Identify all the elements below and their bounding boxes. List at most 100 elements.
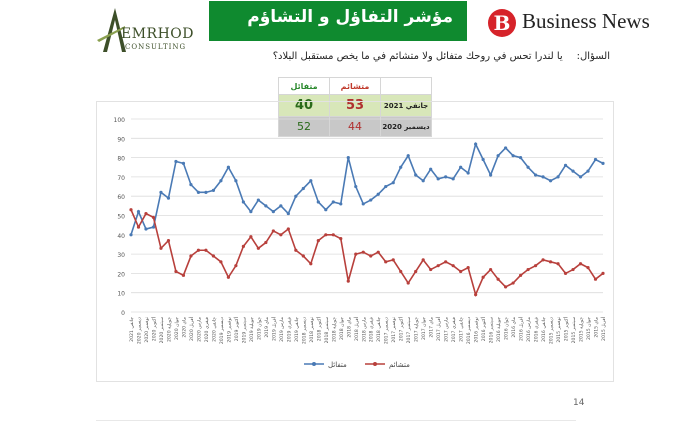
x-tick-label: سبتمبر 2018 (324, 317, 330, 344)
x-tick-label: مارس 2018 (361, 316, 367, 341)
data-point-pessimist (526, 267, 530, 272)
chart-frame: 0 10 20 30 40 50 60 70 80 90 100 جانفي 2021 ديسمبر 2… (96, 101, 614, 382)
y-tick-label: 80 (117, 156, 125, 163)
series-line-pessimist (130, 209, 604, 298)
x-tick-label: نوفمبر 2020 (144, 317, 150, 343)
data-point-pessimist (474, 293, 478, 297)
x-tick-label: ديسمبر 2018 (301, 317, 307, 344)
business-news-logo: B Business News (487, 6, 667, 40)
data-point-pessimist (571, 267, 575, 272)
x-tick-label: جوان 2015 (586, 317, 592, 340)
data-point-pessimist (548, 260, 553, 264)
data-point-pessimist (256, 246, 260, 250)
summary-row-dec-2020: 52 44 ديسمبر 2020 (278, 116, 432, 137)
x-tick-label: جويلية 2015 (579, 317, 585, 342)
data-point-pessimist (429, 267, 433, 272)
y-tick-label: 50 (117, 214, 125, 221)
x-tick-label: أفريل 2019 (270, 316, 277, 341)
data-point-optimist (151, 225, 156, 229)
data-point-optimist (331, 200, 335, 204)
x-tick-label: ماي 2018 (346, 316, 352, 337)
x-tick-label: جويلية 2016 (496, 317, 502, 342)
emrhod-logo-name: EMRHOD (121, 26, 195, 42)
data-point-optimist (211, 188, 216, 193)
data-point-optimist (129, 233, 133, 237)
x-tick-label: ماي 2015 (594, 316, 600, 337)
data-point-optimist (481, 157, 485, 162)
data-point-optimist (563, 163, 568, 167)
data-point-pessimist (166, 238, 171, 243)
x-tick-label: جويلية 2018 (331, 317, 337, 342)
data-point-pessimist (159, 246, 163, 250)
data-point-pessimist (309, 262, 313, 266)
data-point-pessimist (129, 208, 133, 212)
data-point-pessimist (144, 211, 148, 216)
x-tick-label: فيفري 2019 (286, 317, 292, 342)
data-point-pessimist (384, 260, 388, 264)
data-point-optimist (324, 208, 328, 212)
data-point-pessimist (459, 269, 463, 274)
page-number: 14 (573, 398, 585, 408)
data-point-optimist (436, 177, 440, 181)
series-line-optimist (130, 141, 604, 236)
data-point-optimist (451, 177, 455, 181)
data-point-optimist (264, 204, 268, 208)
summary-header-optimist: متفائل (278, 77, 330, 95)
data-point-pessimist (181, 273, 186, 277)
legend-pessimist-label: متشائم (389, 361, 410, 369)
y-tick-label: 0 (121, 310, 125, 317)
data-point-pessimist (586, 266, 590, 270)
x-tick-label: نوفمبر 2015 (556, 317, 562, 343)
data-point-optimist (279, 204, 283, 208)
data-point-pessimist (354, 252, 358, 256)
data-point-pessimist (226, 275, 230, 279)
x-tick-label: ديسمبر 2019 (219, 317, 225, 344)
summary-pessimist-dec-2020: 44 (329, 116, 381, 137)
data-point-optimist (414, 173, 418, 177)
summary-header-row: متفائل متشائم (278, 77, 432, 95)
data-point-optimist (391, 181, 395, 185)
data-point-pessimist (414, 269, 418, 274)
x-tick-label: أكتوبر 2018 (315, 316, 322, 341)
data-point-pessimist (511, 281, 515, 285)
summary-header-blank (380, 77, 432, 95)
x-tick-label: جانفي 2019 (294, 317, 300, 342)
data-point-optimist (309, 179, 313, 183)
x-tick-label: جانفي 2020 (211, 317, 217, 342)
data-point-optimist (301, 186, 305, 191)
x-tick-label: سبتمبر 2019 (241, 317, 247, 344)
emrhod-e-icon (97, 8, 126, 52)
data-point-optimist (174, 159, 178, 164)
x-tick-label: نوفمبر 2019 (226, 317, 232, 343)
data-point-pessimist (361, 250, 365, 254)
data-point-optimist (421, 179, 425, 183)
data-point-optimist (249, 210, 253, 214)
data-point-optimist (533, 173, 538, 177)
question-text: يا لندرا تحس في روحك متفائل ولا متشائم ف… (272, 51, 563, 62)
data-point-optimist (593, 157, 598, 162)
x-tick-label: أفريل 2016 (518, 316, 525, 341)
data-point-pessimist (346, 279, 350, 283)
data-point-pessimist (444, 260, 448, 264)
data-point-optimist (256, 198, 260, 202)
x-tick-label: جوان 2017 (421, 317, 427, 340)
data-point-pessimist (391, 258, 395, 262)
x-tick-label: نوفمبر 2016 (474, 317, 480, 343)
data-point-optimist (354, 184, 358, 189)
data-point-optimist (556, 175, 560, 179)
x-tick-label: ديسمبر 2020 (136, 317, 142, 344)
summary-row-jan-2021: 40 53 جانفي 2021 (278, 94, 432, 117)
data-point-pessimist (189, 254, 193, 258)
x-tick-label: أكتوبر 2016 (480, 316, 487, 341)
x-tick-label: مارس 2020 (196, 316, 202, 341)
data-point-pessimist (481, 275, 485, 279)
data-point-optimist (474, 142, 478, 146)
data-point-pessimist (264, 240, 268, 245)
data-point-optimist (511, 154, 515, 158)
data-point-optimist (361, 202, 365, 206)
data-point-optimist (496, 154, 500, 158)
business-news-text: Business News (522, 9, 650, 33)
b-letter: B (494, 11, 511, 35)
x-tick-label: أكتوبر 2017 (398, 316, 405, 341)
data-point-pessimist (301, 254, 305, 258)
